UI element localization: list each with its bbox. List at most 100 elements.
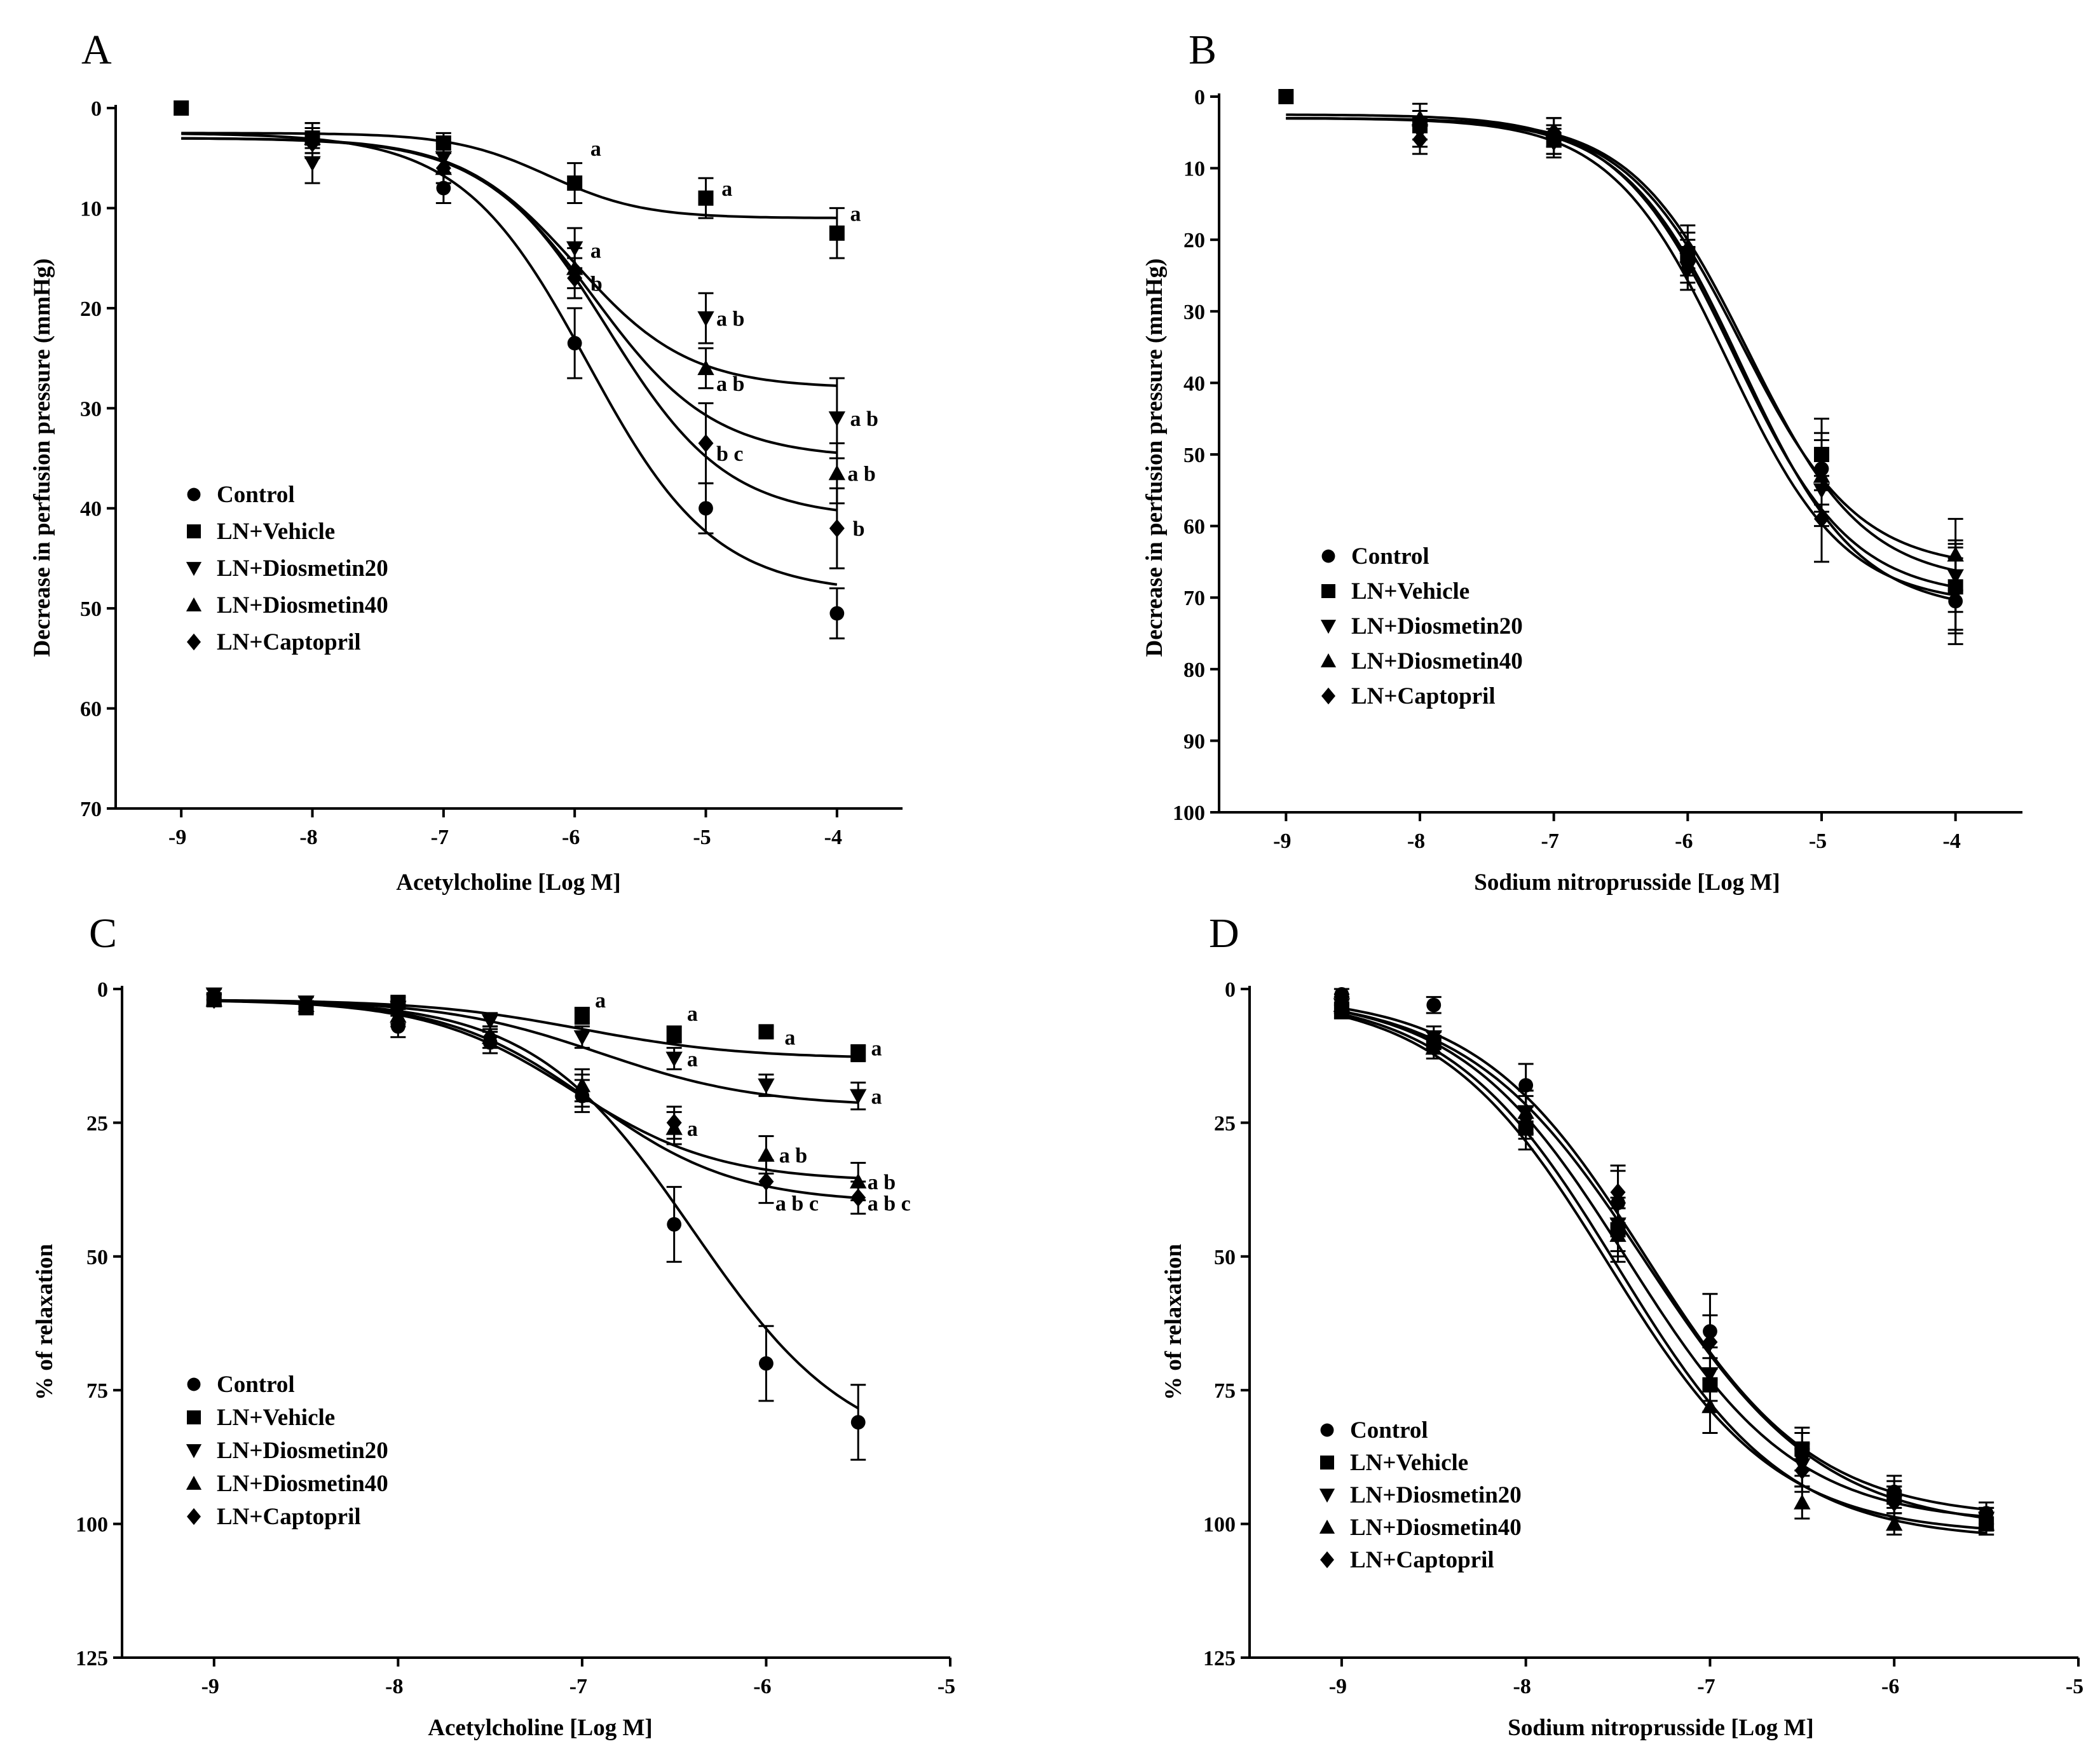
panel-a-x-tick-label: -4 <box>824 826 842 849</box>
panel-c-legend-label-ln-captopril: LN+Captopril <box>217 1504 361 1530</box>
panel-a-x-tick-label: -5 <box>693 826 711 849</box>
panel-a-point-ln-diosmetin40 <box>697 360 714 376</box>
panel-a-annotation: a b <box>716 308 744 331</box>
panel-b-legend-label-control: Control <box>1351 543 1429 569</box>
panel-c-point-control <box>667 1217 682 1232</box>
panel-c-y-axis-title: % of relaxation <box>32 1244 58 1400</box>
panel-c-legend-marker-control <box>187 1377 201 1391</box>
panel-c-annotation: a <box>687 1047 698 1071</box>
panel-d-legend-marker-ln-diosmetin40 <box>1319 1519 1335 1534</box>
panel-c-point-ln-captopril <box>666 1114 682 1132</box>
panel-a: A 0 10 20 30 40 50 60 70 -9 -8 -7 -6 -5 -4 Acetylcholin… <box>29 27 903 896</box>
panel-a-annotation: b <box>853 517 865 541</box>
panel-c-legend-label-ln-diosmetin20: LN+Diosmetin20 <box>217 1438 388 1464</box>
panel-c-x-tick-label: -5 <box>938 1675 955 1698</box>
panel-d-point-ln-diosmetin40 <box>1701 1398 1719 1414</box>
panel-d-legend-label-ln-vehicle: LN+Vehicle <box>1350 1450 1468 1476</box>
panel-d-point-ln-captopril <box>1518 1108 1534 1127</box>
panel-d-point-ln-captopril <box>1426 1033 1442 1052</box>
panel-c-legend-marker-ln-captopril <box>187 1508 201 1525</box>
panel-d-letter: D <box>1209 910 1239 957</box>
panel-b-y-tick-label: 10 <box>1183 158 1205 181</box>
panel-a-fit-curve-extra <box>181 137 837 454</box>
panel-d-x-tick-label: -8 <box>1513 1675 1531 1698</box>
panel-d-point-ln-captopril <box>1333 990 1349 1009</box>
panel-c-legend-label-ln-diosmetin40: LN+Diosmetin40 <box>217 1471 388 1497</box>
panel-c-legend-label-control: Control <box>217 1372 295 1398</box>
panel-a-letter: A <box>81 27 112 73</box>
panel-b-y-tick-label: 0 <box>1194 86 1205 109</box>
panel-c-annotation: a b c <box>868 1192 911 1216</box>
panel-c-point-ln-diosmetin20 <box>850 1089 867 1105</box>
panel-a-point-ln-diosmetin20 <box>304 156 321 172</box>
panel-a-y-axis-title: Decrease in perfusion pressure (mmHg) <box>29 259 55 657</box>
panel-a-point-ln-diosmetin40 <box>828 465 846 481</box>
panel-d-y-tick-label: 50 <box>1214 1246 1236 1269</box>
panel-a-point-ln-vehicle <box>567 175 583 191</box>
panel-d-point-control <box>1518 1078 1534 1093</box>
panel-a-legend-marker-ln-vehicle <box>187 524 201 538</box>
panel-a-annotation: a b <box>847 463 875 486</box>
panel-c-point-ln-diosmetin20 <box>758 1078 775 1094</box>
panel-b-legend-label-ln-diosmetin20: LN+Diosmetin20 <box>1351 613 1523 639</box>
panel-c-point-ln-captopril <box>850 1188 866 1207</box>
panel-a-point-ln-vehicle <box>698 190 714 206</box>
panel-d-point-ln-captopril <box>1610 1183 1626 1202</box>
panel-c-annotation: a <box>595 989 606 1013</box>
panel-d-point-ln-captopril <box>1979 1509 1994 1528</box>
panel-c-letter: C <box>89 910 117 957</box>
panel-a-point-ln-vehicle <box>174 100 189 116</box>
panel-d-x-tick-label: -9 <box>1329 1675 1347 1698</box>
panel-b-y-tick-label: 50 <box>1183 444 1205 467</box>
panel-c-y-tick-label: 125 <box>76 1647 108 1670</box>
panel-d-fit-curve-control <box>1341 1010 1987 1520</box>
panel-b-x-tick-label: -4 <box>1943 829 1961 853</box>
panel-d-legend-marker-control <box>1320 1423 1334 1437</box>
panel-d-fit-curve-ln-diosmetin40 <box>1341 1014 1987 1530</box>
panel-b-point-ln-vehicle <box>1278 89 1294 104</box>
panel-c-point-ln-captopril <box>482 1028 498 1047</box>
panel-c-x-axis-title: Acetylcholine [Log M] <box>428 1715 652 1741</box>
panel-a-annotation: a <box>850 202 861 226</box>
panel-d-x-tick-label: -5 <box>2066 1675 2083 1698</box>
panel-a-y-tick-label: 40 <box>80 498 102 521</box>
panel-c-point-ln-captopril <box>206 990 222 1009</box>
panel-b-point-ln-diosmetin40 <box>1411 109 1429 125</box>
panel-a-legend-marker-ln-diosmetin40 <box>186 597 202 611</box>
panel-a-y-tick-label: 50 <box>80 597 102 621</box>
panel-c-point-ln-vehicle <box>850 1045 866 1061</box>
panel-b-legend-marker-ln-vehicle <box>1321 584 1335 598</box>
panel-b-legend-marker-ln-captopril <box>1321 687 1335 705</box>
panel-a-point-control <box>829 606 845 621</box>
panel-b-letter: B <box>1189 27 1217 73</box>
panel-a-legend-marker-ln-captopril <box>187 633 201 651</box>
panel-a-point-ln-vehicle <box>829 225 845 241</box>
panel-b-point-ln-captopril <box>1814 509 1829 528</box>
panel-c-point-control <box>759 1356 774 1371</box>
panel-c-point-ln-captopril <box>390 1004 406 1023</box>
panel-a-x-tick-label: -7 <box>431 826 449 849</box>
panel-d-legend-marker-ln-vehicle <box>1320 1456 1334 1470</box>
panel-a-legend-label-control: Control <box>217 482 295 508</box>
panel-a-annotation: a <box>721 177 732 201</box>
panel-a-legend-label-ln-vehicle: LN+Vehicle <box>217 519 335 545</box>
panel-c-x-tick-label: -7 <box>569 1675 587 1698</box>
panel-a-point-ln-captopril <box>304 133 320 153</box>
panel-a-point-control <box>567 336 582 351</box>
panel-d-point-ln-captopril <box>1794 1461 1810 1480</box>
panel-c-point-ln-diosmetin20 <box>481 1014 499 1030</box>
panel-b-x-tick-label: -6 <box>1675 829 1693 853</box>
panel-b-y-tick-label: 90 <box>1183 730 1205 753</box>
panel-c-annotation: a <box>871 1085 882 1108</box>
panel-d-point-ln-diosmetin20 <box>1701 1367 1719 1383</box>
panel-a-point-control <box>699 501 713 516</box>
panel-b-fit-curve-control <box>1286 117 1956 601</box>
panel-c-legend-marker-ln-diosmetin40 <box>186 1475 202 1490</box>
panel-a-legend-label-ln-diosmetin20: LN+Diosmetin20 <box>217 556 388 582</box>
panel-b-x-tick-label: -5 <box>1809 829 1827 853</box>
panel-a-fit-curve-control <box>181 132 838 586</box>
panel-c-point-ln-captopril <box>574 1081 590 1100</box>
panel-c-annotation: a <box>687 1117 698 1141</box>
panel-a-point-ln-captopril <box>698 433 714 453</box>
